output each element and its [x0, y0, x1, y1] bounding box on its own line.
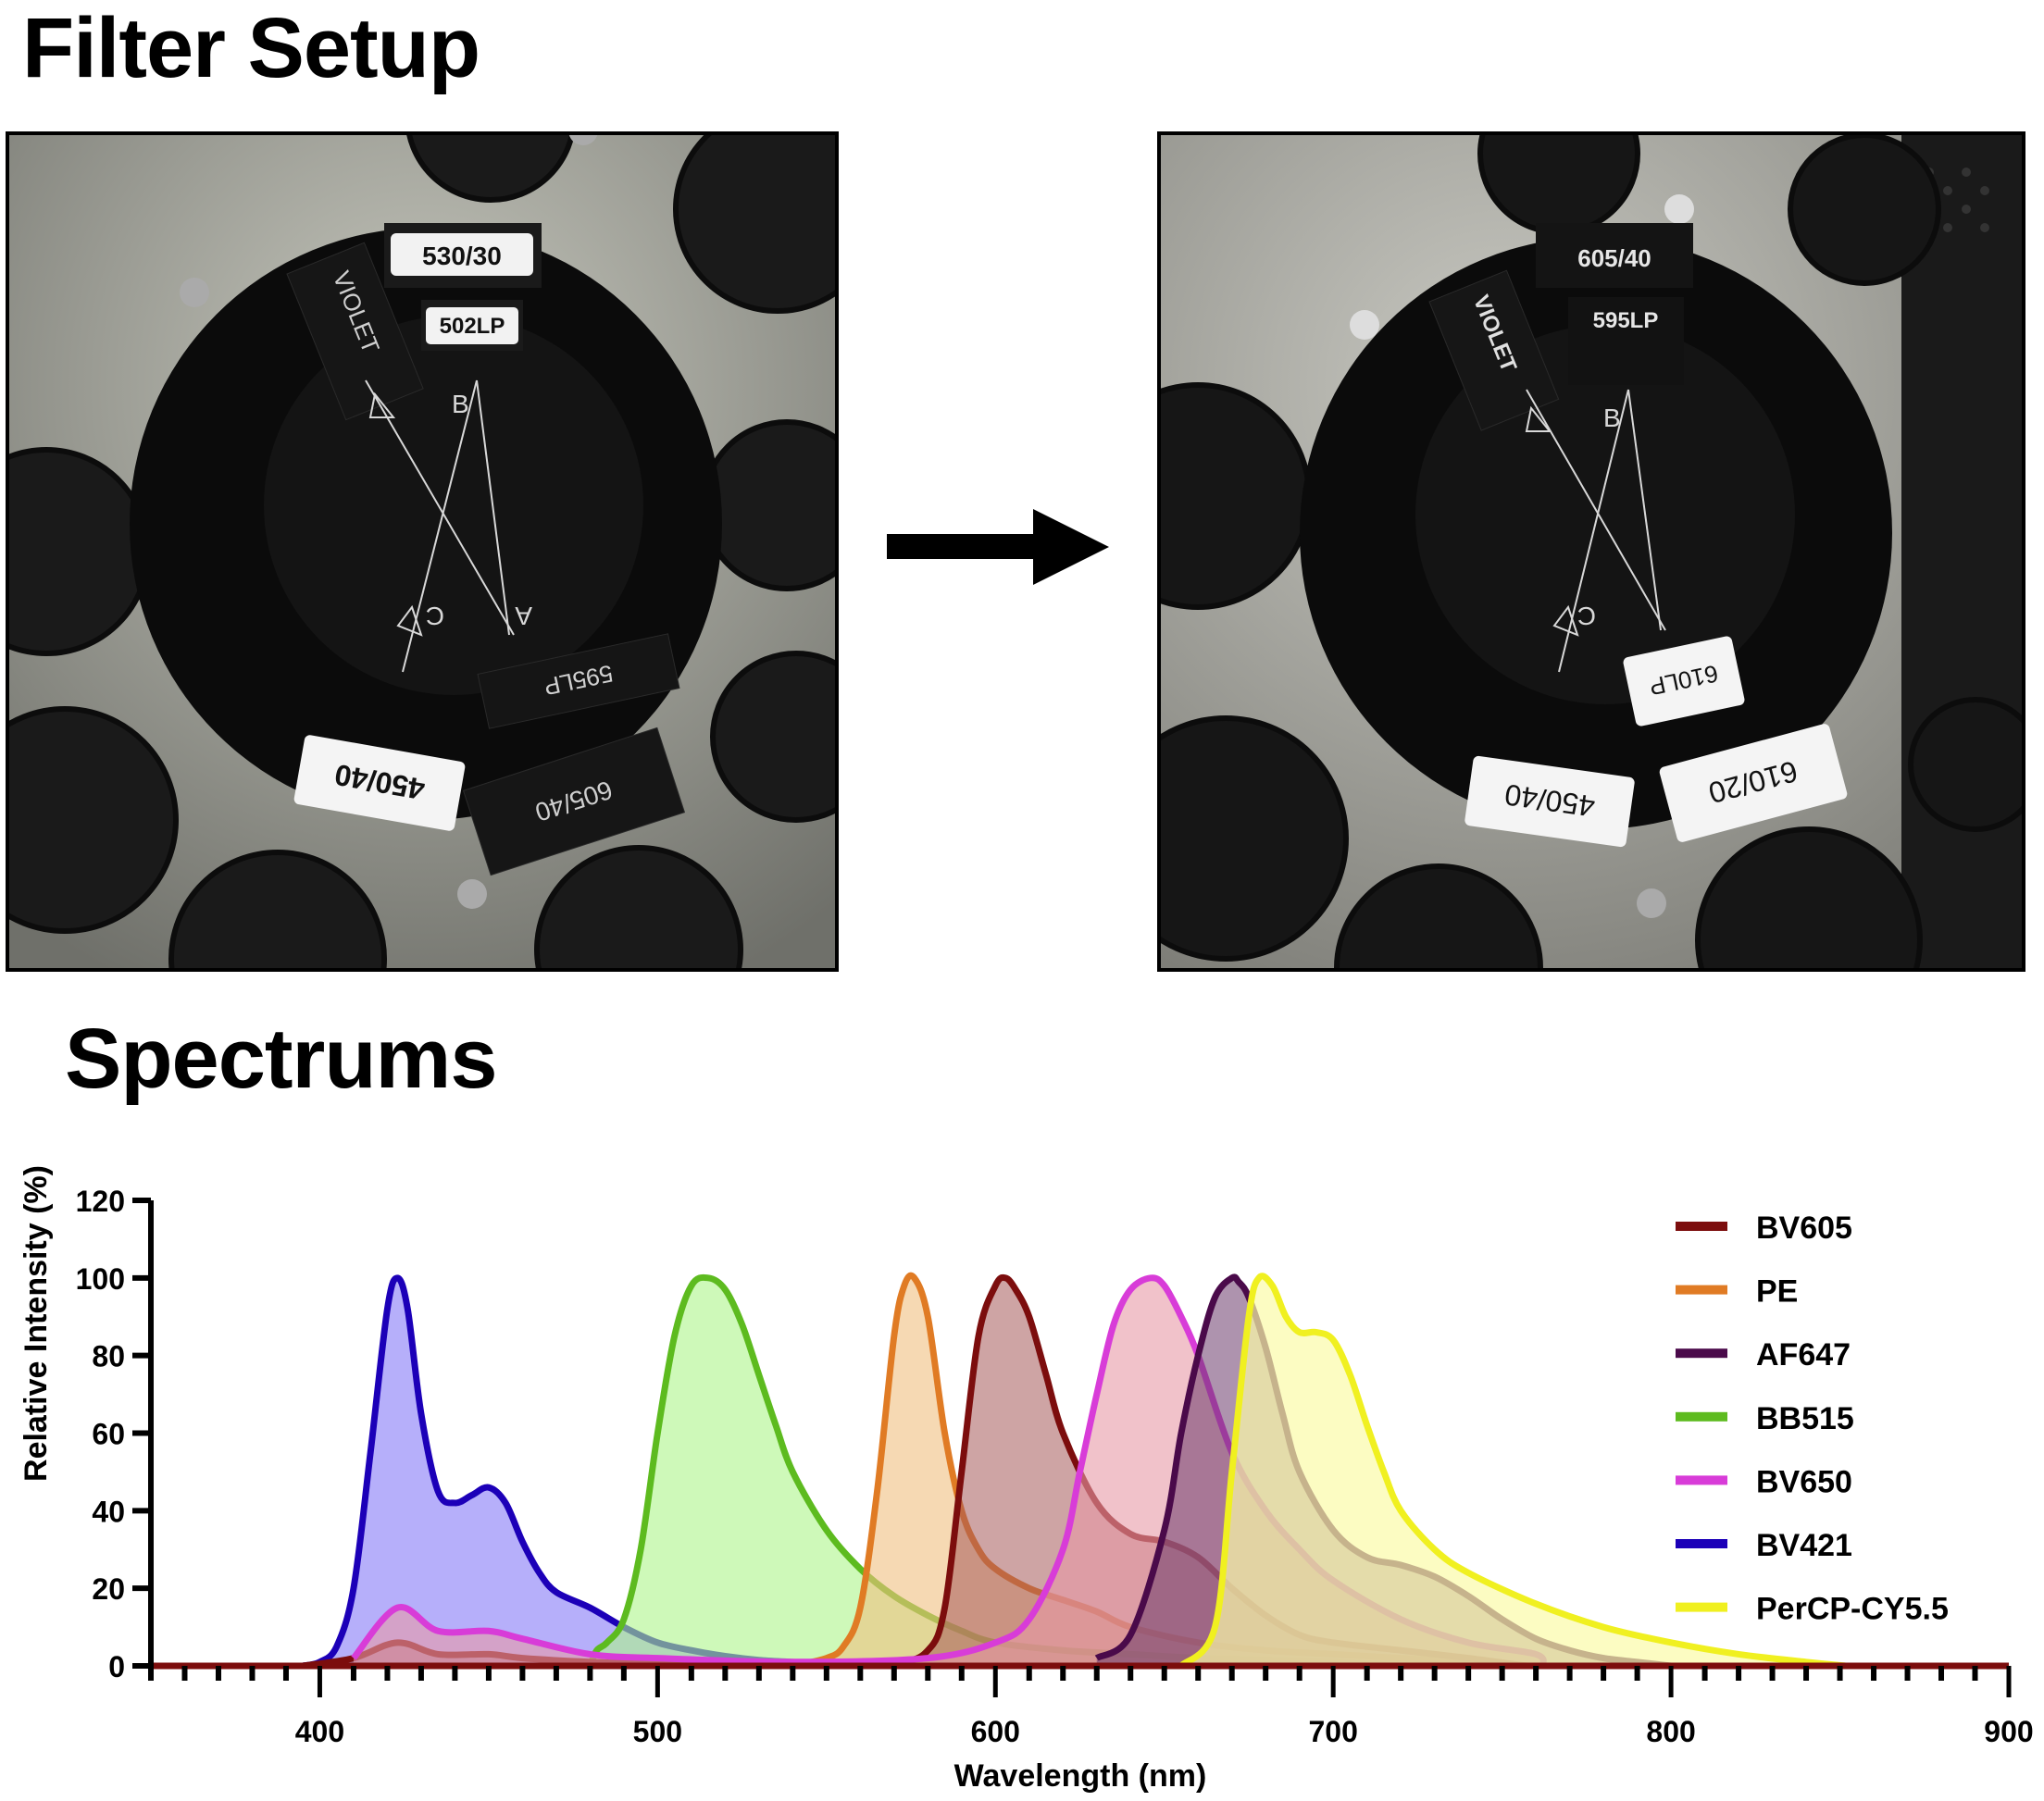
x-tick-label: 500	[633, 1715, 682, 1748]
legend-item: BV421	[1676, 1528, 1852, 1563]
x-tick-label: 400	[295, 1715, 344, 1748]
legend-label: BV650	[1756, 1464, 1852, 1499]
axes: 0 20 40 60 80 100 120 400 500 600 700 800 900	[76, 1185, 2034, 1748]
filter-label-450-40: 450/40	[1464, 755, 1635, 848]
y-tick-label: 120	[76, 1185, 125, 1218]
spectrums-heading: Spectrums	[65, 1012, 497, 1106]
x-axis-label: Wavelength (nm)	[954, 1758, 1207, 1794]
legend-item: AF647	[1676, 1337, 1851, 1372]
emission-spectra-chart: 0 20 40 60 80 100 120 400 500 600 700 800 900 Relati…	[0, 1157, 2044, 1801]
x-tick-label: 900	[1984, 1715, 2033, 1748]
svg-text:A: A	[515, 602, 532, 630]
legend-swatch	[1676, 1539, 1727, 1548]
filter-label-610-20: 610/20	[1659, 724, 1848, 842]
light-path-diagram	[1525, 389, 1666, 673]
y-tick-label: 100	[76, 1262, 125, 1296]
y-tick-label: 80	[92, 1340, 125, 1373]
svg-text:B: B	[1603, 404, 1621, 432]
svg-text:605/40: 605/40	[1577, 244, 1651, 272]
legend-item: BV605	[1676, 1211, 1852, 1246]
y-tick-label: 20	[92, 1572, 125, 1606]
legend-swatch	[1676, 1285, 1727, 1295]
svg-text:502LP: 502LP	[440, 314, 505, 339]
series-layer	[151, 1272, 2009, 1670]
arrow-right-icon	[887, 509, 1109, 585]
filter-605-40-block: 605/40	[462, 727, 686, 876]
y-tick-label: 60	[92, 1418, 125, 1451]
legend-swatch	[1676, 1602, 1727, 1612]
legend-label: PerCP-CY5.5	[1756, 1592, 1949, 1627]
legend-label: BV421	[1756, 1528, 1852, 1563]
svg-text:C: C	[1577, 602, 1596, 630]
svg-text:B: B	[452, 390, 469, 418]
filter-label-530-30	[391, 233, 533, 276]
series-percp-cy5-5	[1178, 1273, 1848, 1670]
legend-label: BB515	[1756, 1401, 1854, 1436]
legend-label: PE	[1756, 1274, 1798, 1310]
legend-swatch	[1676, 1475, 1727, 1485]
x-tick-label: 700	[1308, 1715, 1357, 1748]
svg-text:595LP: 595LP	[1593, 308, 1659, 333]
legend-item: BV650	[1676, 1464, 1852, 1499]
svg-text:530/30: 530/30	[422, 242, 502, 270]
filter-photo-before: VIOLET 530/30 502LP B A C 595LP 450/40	[6, 131, 839, 972]
legend-swatch	[1676, 1411, 1727, 1422]
dichroic-595lp-block: 595LP	[477, 633, 680, 729]
x-tick-label: 600	[971, 1715, 1020, 1748]
filter-photo-after: VIOLET 605/40 595LP B C 610LP 450/40 610…	[1157, 131, 2025, 972]
filter-label-450-40: 450/40	[293, 735, 466, 831]
laser-violet-block: VIOLET	[286, 242, 424, 421]
dichroic-label-502lp	[426, 307, 518, 344]
legend-item: BB515	[1676, 1401, 1854, 1436]
legend-item: PerCP-CY5.5	[1676, 1592, 1949, 1627]
legend-swatch	[1676, 1222, 1727, 1231]
y-tick-label: 0	[108, 1650, 125, 1683]
light-path-diagram	[365, 379, 515, 673]
x-tick-label: 800	[1646, 1715, 1695, 1748]
dichroic-label-610lp: 610LP	[1623, 636, 1745, 727]
legend: BV605 PE AF647 BB515 BV650 BV421 PerCP-CY5.5	[1676, 1211, 1949, 1627]
legend-swatch	[1676, 1348, 1727, 1359]
y-tick-label: 40	[92, 1495, 125, 1528]
legend-label: BV605	[1756, 1211, 1852, 1246]
legend-item: PE	[1676, 1274, 1798, 1310]
svg-text:C: C	[426, 602, 444, 630]
legend-label: AF647	[1756, 1337, 1851, 1372]
y-axis-label: Relative Intensity (%)	[19, 1165, 54, 1482]
filter-setup-heading: Filter Setup	[22, 1, 480, 95]
